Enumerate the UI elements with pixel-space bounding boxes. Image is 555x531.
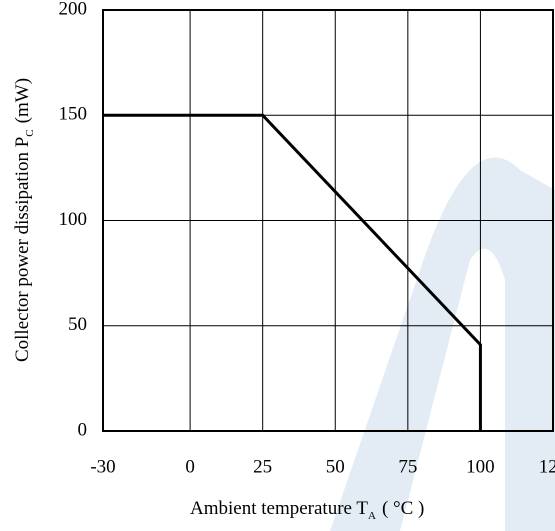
y-axis-label-unit: (mW)	[12, 78, 33, 123]
y-axis-label-text: Collector power dissipation P	[12, 137, 33, 362]
x-tick-label: 50	[326, 456, 345, 477]
x-axis-label-unit: ( °C )	[382, 498, 424, 519]
line	[103, 113, 482, 431]
x-axis-label: Ambient temperature TA ( °C )	[190, 498, 424, 521]
x-tick-label: 0	[185, 456, 195, 477]
x-axis-label-sub: A	[368, 510, 376, 522]
y-axis-label: Collector power dissipation PC (mW)	[12, 78, 35, 362]
x-axis-label-text: Ambient temperature T	[190, 498, 368, 519]
x-tick-label: 100	[466, 456, 495, 477]
y-axis-label-sub: C	[24, 129, 36, 136]
y-tick-label: 50	[68, 314, 87, 335]
x-tick-label: -30	[90, 456, 115, 477]
y-tick-label: 100	[59, 209, 88, 230]
watermark	[330, 157, 555, 531]
y-tick-label: 0	[78, 419, 88, 440]
plot-frame	[102, 9, 554, 432]
x-tick-label: 25	[253, 456, 272, 477]
x-tick-label: 75	[398, 456, 417, 477]
x-tick-label: 125	[539, 456, 555, 477]
y-tick-label: 200	[59, 0, 88, 19]
y-tick-label: 150	[59, 104, 88, 125]
